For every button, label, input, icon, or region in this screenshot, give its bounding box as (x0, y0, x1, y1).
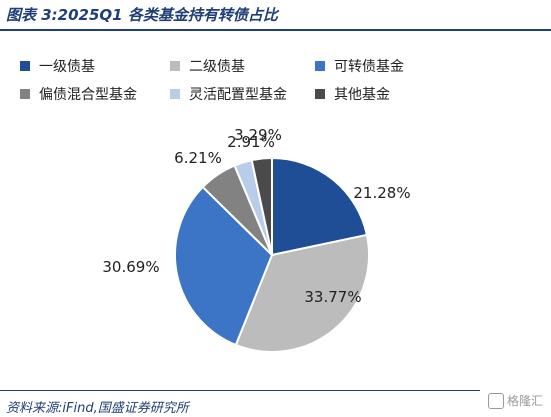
legend-item-qita: 其他基金 (315, 84, 390, 104)
legend-item-linghuo: 灵活配置型基金 (170, 84, 315, 104)
chart-title: 图表 3:2025Q1 各类基金持有转债占比 (6, 6, 278, 24)
data-label-erji: 33.77% (304, 288, 361, 306)
legend-item-kezhuanzhai: 可转债基金 (315, 56, 404, 76)
legend-item-pianzhai: 偏债混合型基金 (20, 84, 170, 104)
legend-label-linghuo: 灵活配置型基金 (189, 87, 287, 103)
legend-swatch-erji (170, 61, 180, 71)
data-label-yiji: 21.28% (353, 184, 410, 202)
legend-swatch-yiji (20, 61, 30, 71)
pie-slice-kezhuanzhai (174, 185, 274, 347)
data-label-linghuo: 2.91% (227, 133, 275, 151)
legend-item-yiji: 一级债基 (20, 56, 170, 76)
legend-row-2: 偏债混合型基金 灵活配置型基金 其他基金 (20, 80, 540, 108)
legend-swatch-kezhuanzhai (315, 61, 325, 71)
legend-row-1: 一级债基 二级债基 可转债基金 (20, 52, 540, 80)
legend-swatch-pianzhai (20, 89, 30, 99)
legend-item-erji: 二级债基 (170, 56, 315, 76)
legend-label-yiji: 一级债基 (39, 59, 95, 75)
source-divider (0, 390, 480, 391)
legend-label-pianzhai: 偏债混合型基金 (39, 87, 137, 103)
pie-slice-qita (250, 156, 273, 256)
watermark-text: 格隆汇 (506, 394, 543, 408)
legend-label-kezhuanzhai: 可转债基金 (334, 59, 404, 75)
data-label-kezhuanzhai: 30.69% (102, 258, 159, 276)
legend: 一级债基 二级债基 可转债基金 偏债混合型基金 灵活配置型基金 其他基金 (20, 52, 540, 108)
title-divider (0, 29, 551, 31)
watermark-logo-icon (487, 392, 504, 409)
source-note: 资料来源:iFind,国盛证券研究所 (6, 401, 189, 416)
watermark: 格隆汇 (487, 392, 543, 409)
legend-label-erji: 二级债基 (189, 59, 245, 75)
data-label-pianzhai: 6.21% (174, 149, 222, 167)
legend-label-qita: 其他基金 (334, 87, 390, 103)
pie-slice-yiji (271, 156, 369, 257)
legend-swatch-qita (315, 89, 325, 99)
data-label-qita: 3.29% (234, 126, 282, 144)
legend-swatch-linghuo (170, 89, 180, 99)
